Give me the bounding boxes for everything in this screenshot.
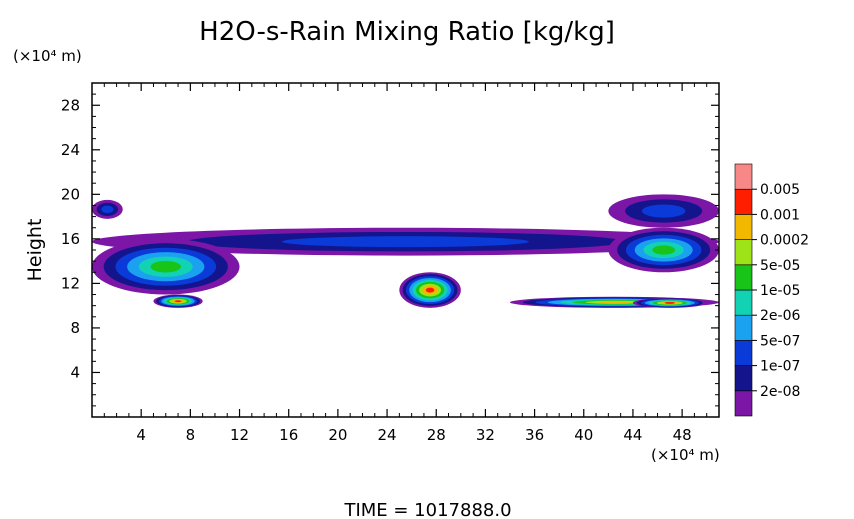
colorbar-swatch <box>734 239 753 266</box>
contour-band <box>664 301 675 304</box>
colorbar-label: 1e-07 <box>760 359 800 375</box>
y-tick-label: 24 <box>61 141 80 159</box>
contour-band <box>282 236 529 248</box>
x-tick-label: 44 <box>623 426 642 444</box>
y-unit-label: (×10⁴ m) <box>13 47 82 65</box>
time-footer: TIME = 1017888.0 <box>343 500 511 519</box>
contour-band <box>598 301 631 304</box>
x-tick-label: 4 <box>136 426 146 444</box>
x-unit-label: (×10⁴ m) <box>651 446 720 464</box>
x-tick-label: 8 <box>186 426 196 444</box>
colorbar-label: 0.005 <box>760 182 800 198</box>
x-tick-label: 20 <box>328 426 347 444</box>
contour-band <box>652 245 676 255</box>
contour-band <box>174 300 182 303</box>
x-tick-label: 40 <box>574 426 593 444</box>
colorbar-swatch <box>734 365 753 392</box>
colorbar-swatch <box>734 340 753 366</box>
colorbar-label: 2e-06 <box>760 308 800 324</box>
contour-band <box>641 204 686 218</box>
y-tick-label: 20 <box>61 185 80 203</box>
colorbar-label: 0.001 <box>760 207 800 223</box>
y-tick-label: 8 <box>70 319 80 337</box>
x-axis: 4 8 12 16 20 24 28 32 36 40 44 48 <box>103 83 708 444</box>
x-tick-label: 12 <box>230 426 249 444</box>
contour-band <box>150 260 181 273</box>
x-tick-label: 48 <box>673 426 692 444</box>
y-axis: 4 8 12 16 20 24 28 <box>61 93 719 407</box>
colorbar: 2e-08 1e-07 5e-07 2e-06 1e-05 5e-05 0.0002 0.00… <box>734 163 809 417</box>
colorbar-swatch <box>734 264 753 291</box>
colorbar-swatch <box>734 163 753 190</box>
x-tick-label: 36 <box>525 426 544 444</box>
y-tick-label: 12 <box>61 274 80 292</box>
y-tick-label: 28 <box>61 96 80 114</box>
contour-band <box>101 205 114 214</box>
x-tick-label: 32 <box>476 426 495 444</box>
y-tick-label: 4 <box>70 363 80 381</box>
contour-band <box>425 287 435 293</box>
colorbar-swatch <box>734 314 753 341</box>
colorbar-swatch <box>734 390 753 417</box>
chart-title: H2O-s-Rain Mixing Ratio [kg/kg] <box>199 17 615 47</box>
colorbar-label: 5e-05 <box>760 258 800 274</box>
colorbar-label: 0.0002 <box>760 233 809 249</box>
y-axis-label: Height <box>24 219 46 282</box>
colorbar-label: 1e-05 <box>760 283 800 299</box>
colorbar-label: 2e-08 <box>760 384 800 400</box>
contour-field <box>92 194 719 308</box>
colorbar-label: 5e-07 <box>760 333 800 349</box>
x-tick-label: 16 <box>279 426 298 444</box>
x-tick-label: 28 <box>427 426 446 444</box>
x-tick-label: 24 <box>378 426 397 444</box>
colorbar-swatch <box>734 289 753 316</box>
y-tick-label: 16 <box>61 230 80 248</box>
colorbar-swatch <box>734 188 753 215</box>
colorbar-swatch <box>734 214 753 240</box>
